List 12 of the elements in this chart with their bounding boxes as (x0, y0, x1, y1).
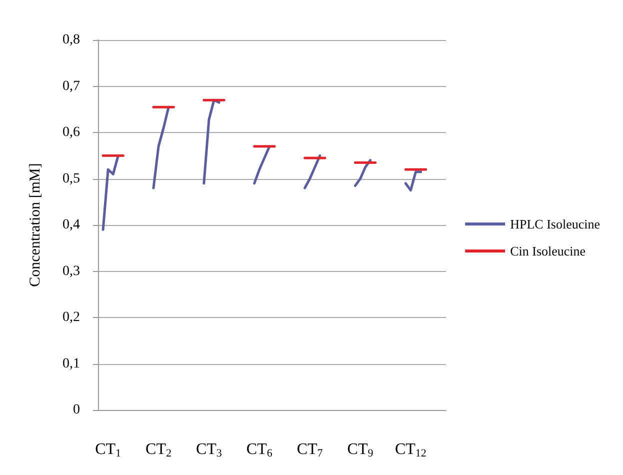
y-tick-label: 0 (73, 402, 80, 418)
y-axis-title: Concentration [mM] (28, 163, 44, 287)
y-tick-label: 0,8 (62, 32, 80, 48)
y-tick-label: 0,2 (62, 310, 80, 325)
y-tick-label: 0,4 (62, 218, 80, 232)
y-tick-label: 0,5 (62, 171, 80, 186)
y-tick-label: 0,7 (62, 78, 80, 94)
y-tick-label: 0,6 (62, 125, 80, 140)
legend-label: Cin Isoleucine (510, 244, 586, 258)
legend-label: HPLC Isoleucine (510, 216, 600, 232)
y-tick-label: 0,1 (62, 356, 80, 372)
y-tick-label: 0,3 (62, 264, 80, 279)
